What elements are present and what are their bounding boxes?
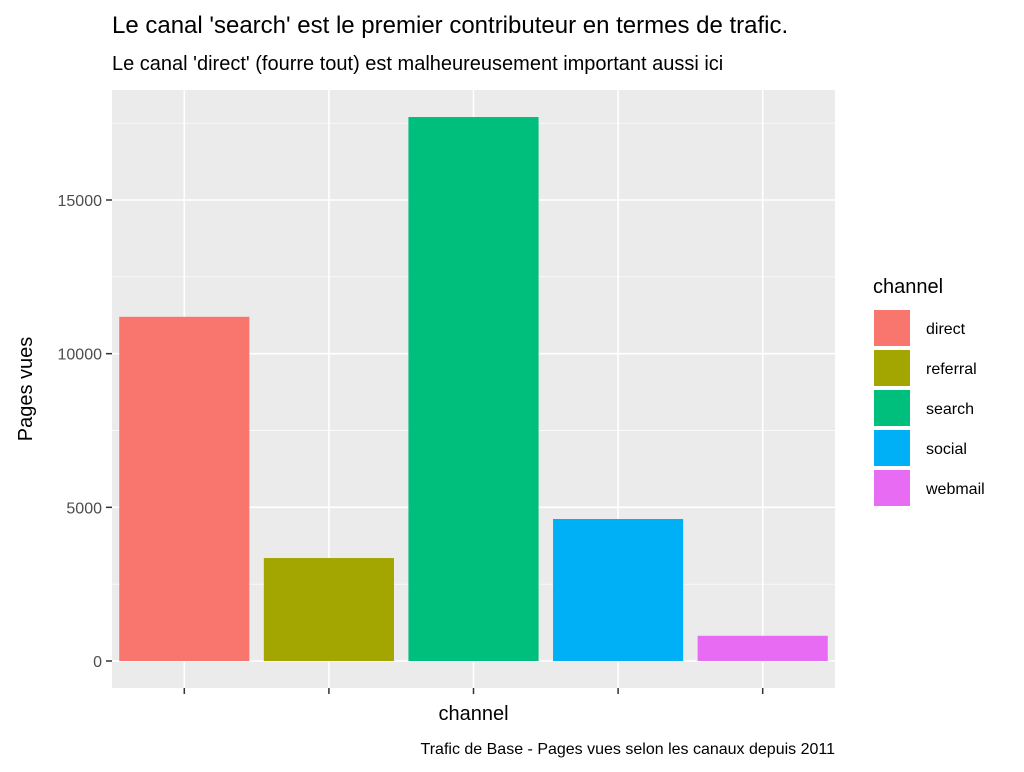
legend-label-referral: referral xyxy=(926,361,977,378)
bars xyxy=(119,117,828,661)
legend-key-referral xyxy=(874,350,910,386)
legend: channel direct referral search social webmai… xyxy=(873,276,985,506)
chart-caption: Trafic de Base - Pages vues selon les ca… xyxy=(421,741,836,758)
bar-webmail xyxy=(697,635,828,661)
legend-items: direct referral search social webmail xyxy=(874,310,985,506)
legend-label-search: search xyxy=(926,401,974,418)
bar-search xyxy=(408,117,539,661)
bar-referral xyxy=(263,558,394,661)
y-tick-label: 5000 xyxy=(66,500,102,517)
bar-social xyxy=(553,519,684,661)
chart-subtitle: Le canal 'direct' (fourre tout) est malh… xyxy=(112,53,723,75)
legend-title: channel xyxy=(873,276,943,298)
y-axis: 0 5000 10000 15000 xyxy=(58,193,112,671)
y-tick-label: 15000 xyxy=(58,193,103,210)
y-axis-title: Pages vues xyxy=(15,337,37,442)
legend-label-social: social xyxy=(926,441,967,458)
y-tick-label: 0 xyxy=(93,654,102,671)
legend-key-search xyxy=(874,390,910,426)
legend-label-direct: direct xyxy=(926,321,966,338)
x-axis xyxy=(183,688,764,694)
y-tick-label: 10000 xyxy=(58,347,103,364)
legend-key-direct xyxy=(874,310,910,346)
x-axis-title: channel xyxy=(438,703,508,725)
legend-key-social xyxy=(874,430,910,466)
bar-direct xyxy=(119,316,250,661)
legend-key-webmail xyxy=(874,470,910,506)
legend-label-webmail: webmail xyxy=(925,481,985,498)
chart-title: Le canal 'search' est le premier contrib… xyxy=(112,12,788,39)
